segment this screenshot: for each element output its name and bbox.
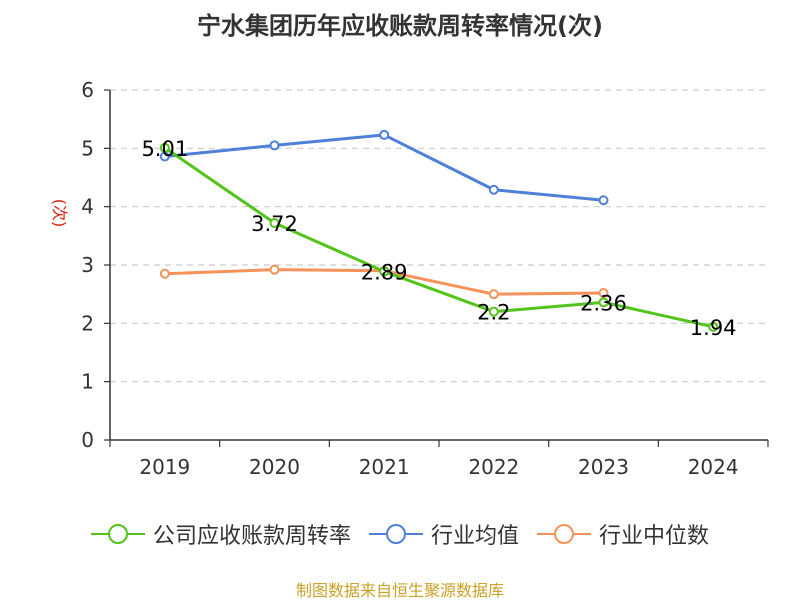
legend-swatch (368, 524, 423, 544)
x-tick-label: 2021 (359, 455, 410, 479)
data-label: 2.2 (477, 301, 510, 325)
series (159, 129, 719, 332)
data-point (598, 297, 609, 308)
legend-swatch-marker (107, 524, 128, 544)
legend-label: 行业中位数 (599, 524, 710, 549)
x-tick-label: 2023 (578, 455, 629, 479)
data-point (269, 140, 280, 151)
legend: 公司应收账款周转率 行业均值 行业中位数 (0, 518, 800, 550)
chart-title: 宁水集团历年应收账款周转率情况(次) (197, 12, 603, 40)
data-point (488, 289, 499, 300)
legend-item[interactable]: 行业均值 (368, 518, 519, 550)
data-point (708, 321, 719, 332)
legend-swatch (537, 524, 591, 544)
x-tick-label: 2022 (468, 455, 519, 479)
data-point (159, 142, 170, 153)
y-axis-label: (次) (50, 199, 69, 228)
data-point (488, 306, 499, 317)
data-label: 2.89 (361, 260, 408, 284)
x-tick-label: 2024 (688, 455, 739, 479)
data-point (488, 184, 499, 195)
data-label: 5.01 (141, 137, 188, 161)
x-tick-label: 2019 (139, 455, 190, 479)
y-tick-label: 0 (81, 428, 94, 452)
data-point (379, 266, 390, 277)
data-point (598, 195, 609, 206)
y-tick-label: 5 (81, 136, 94, 160)
data-point (598, 288, 609, 298)
y-tick-label: 6 (81, 78, 94, 102)
y-tick-label: 1 (81, 370, 94, 394)
legend-item[interactable]: 公司应收账款周转率 (90, 518, 351, 550)
y-tick-label: 3 (81, 253, 94, 277)
y-tick-label: 4 (81, 195, 94, 219)
data-label: 1.94 (690, 316, 737, 340)
data-label: 2.36 (580, 291, 627, 315)
data-point (269, 218, 280, 228)
y-tick-label: 2 (81, 311, 94, 335)
legend-swatch-marker (385, 524, 406, 544)
data-point (269, 264, 280, 275)
legend-item[interactable]: 行业中位数 (537, 518, 709, 550)
data-labels: 5.01 3.72 2.89 2.2 2.36 1.94 (141, 137, 736, 340)
series-line (164, 133, 604, 202)
data-point (159, 268, 170, 279)
legend-label: 公司应收账款周转率 (152, 524, 351, 549)
legend-label: 行业均值 (430, 524, 519, 549)
data-label: 3.72 (251, 212, 298, 236)
legend-swatch (90, 524, 145, 544)
axes: 0 1 2 3 4 5 6 2019 2020 2021 2022 2023 2024 (次) (50, 78, 769, 479)
data-point (379, 129, 390, 140)
x-tick-label: 2020 (249, 455, 300, 479)
source-footer: 制图数据来自恒生聚源数据库 (295, 581, 504, 600)
series-line (163, 146, 714, 329)
grid-lines (110, 89, 768, 383)
legend-swatch-marker (554, 524, 574, 544)
